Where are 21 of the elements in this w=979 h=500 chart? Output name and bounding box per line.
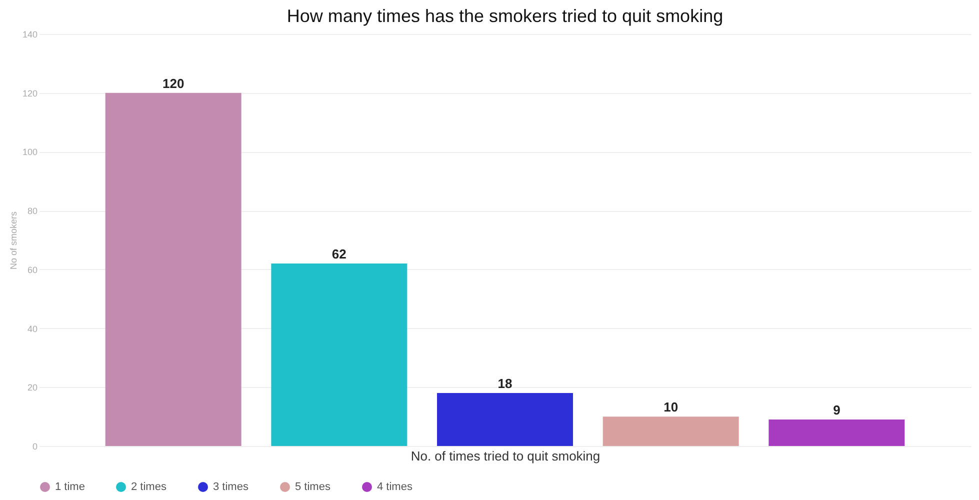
y-tick-label: 20: [27, 382, 38, 393]
x-axis-title: No. of times tried to quit smoking: [410, 448, 600, 464]
legend-label: 4 times: [377, 481, 413, 493]
legend-label: 2 times: [131, 481, 167, 493]
y-tick-label: 40: [27, 324, 38, 334]
legend-label: 1 time: [55, 481, 85, 493]
legend-label: 3 times: [213, 481, 249, 493]
data-label: 18: [498, 376, 512, 392]
data-label: 62: [332, 246, 346, 262]
y-tick-label: 60: [27, 264, 38, 275]
y-tick-label: 140: [22, 30, 38, 40]
y-tick-label: 120: [22, 88, 38, 98]
data-label: 120: [162, 76, 184, 91]
data-label: 10: [664, 400, 678, 415]
y-tick-label: 80: [27, 206, 38, 216]
y-tick-label: 0: [32, 442, 38, 452]
legend-label: 5 times: [295, 481, 331, 493]
y-tick-label: 100: [22, 147, 38, 158]
y-axis-title: No of smokers: [8, 211, 18, 270]
chart-title: How many times has the smokers tried to quit smoking: [286, 6, 724, 26]
data-label: 9: [833, 402, 840, 418]
